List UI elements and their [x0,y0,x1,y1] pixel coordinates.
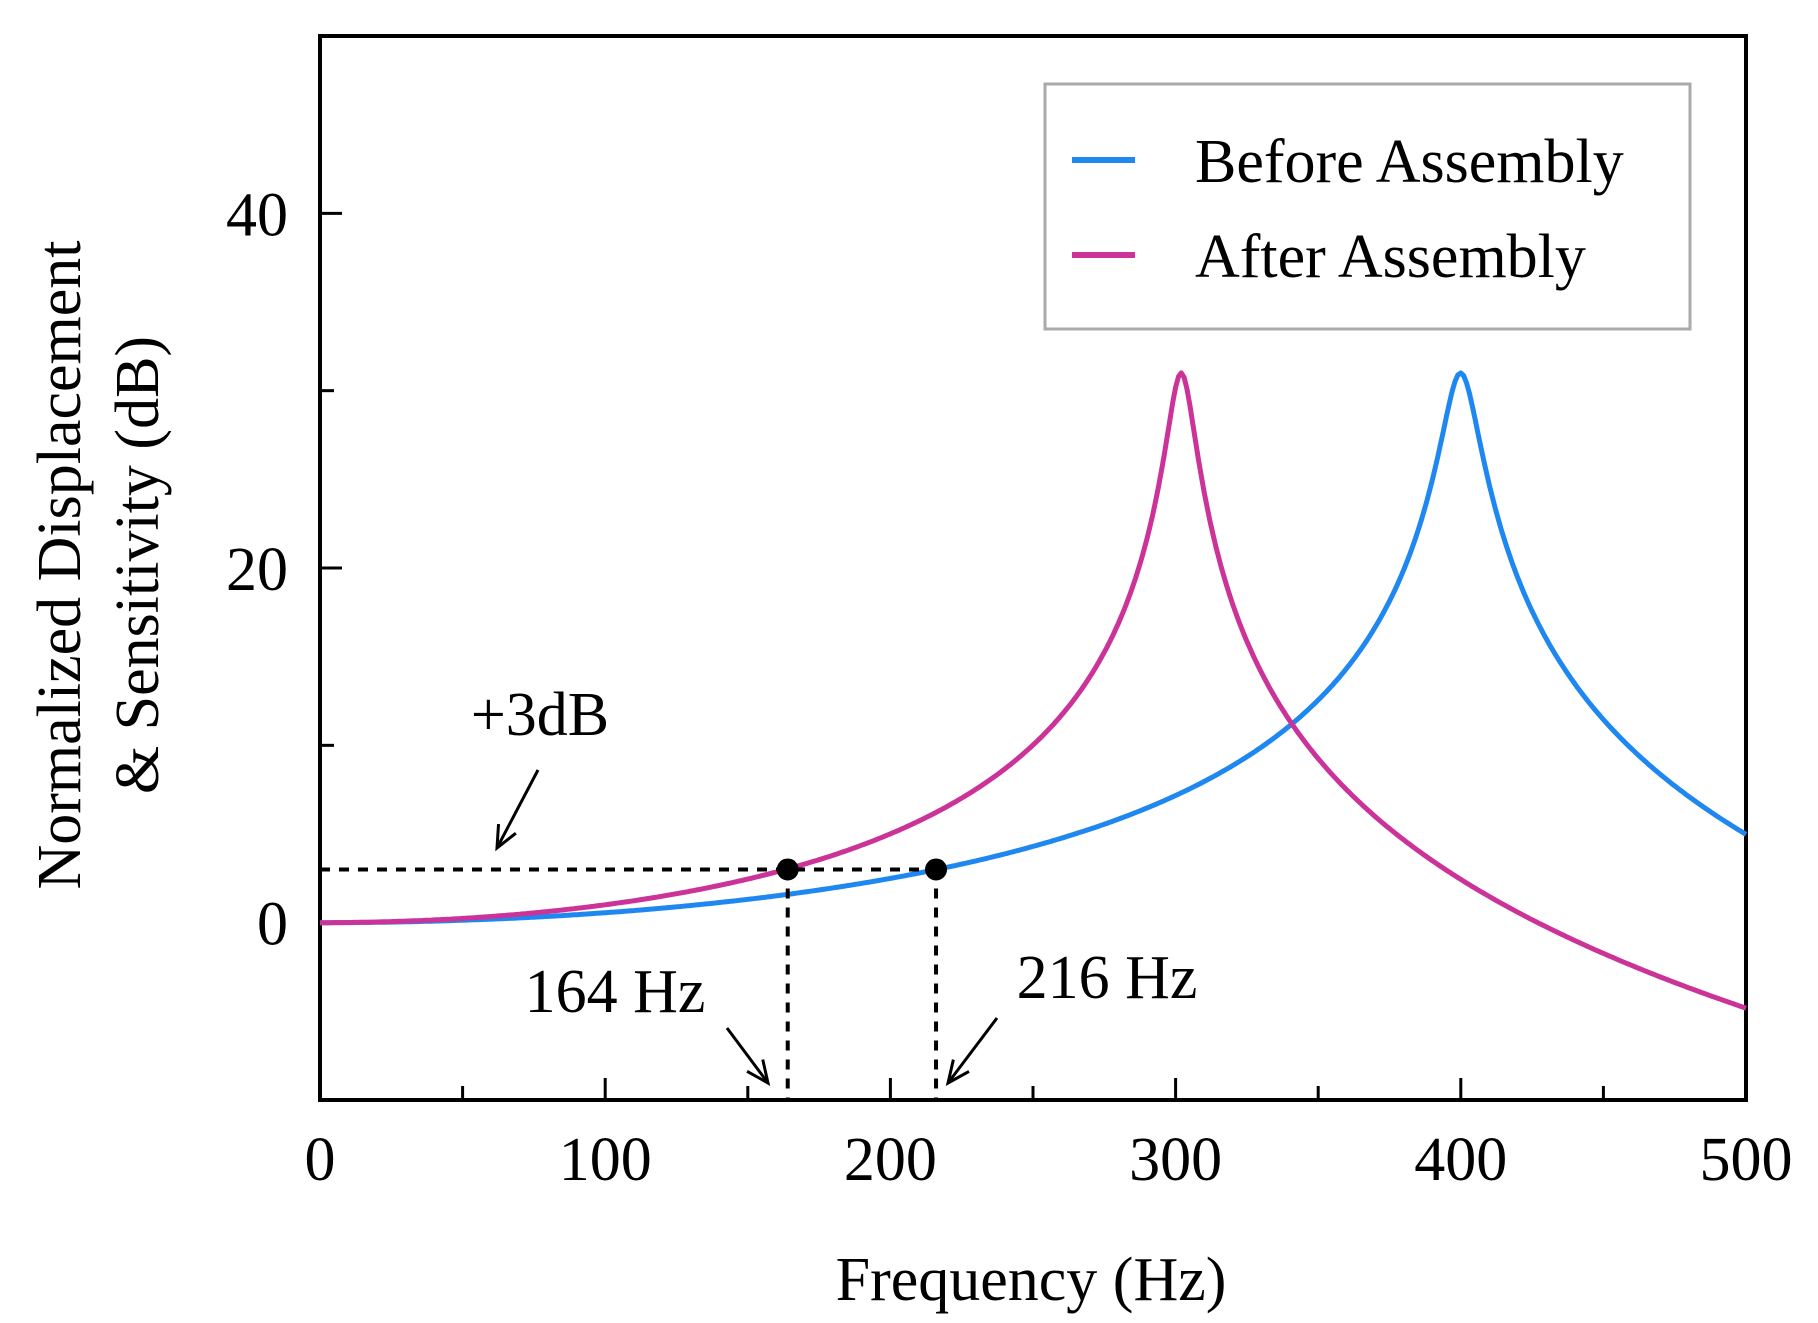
y-tick-label: 20 [226,536,288,604]
series-line-0 [320,370,1748,926]
x-tick-label: 200 [844,1126,937,1194]
marker-arrow-216-shaft [946,1017,999,1084]
legend-label-0: Before Assembly [1195,128,1624,196]
series-line-1 [320,370,1747,1011]
y-tick-label: 40 [226,181,288,249]
marker-arrow-216-head [945,1059,970,1086]
marker-arrow-164-head [746,1059,771,1086]
x-tick-label: 0 [305,1126,336,1194]
marker-point [776,858,799,881]
marker-label-216: 216 Hz [1017,944,1198,1012]
x-tick-label: 400 [1414,1126,1507,1194]
y-axis-title-line-2: & Sensitivity (dB) [104,336,172,794]
reference-label: +3dB [471,681,609,749]
x-tick-label: 500 [1700,1126,1793,1194]
legend-label-1: After Assembly [1195,223,1586,291]
x-tick-label: 100 [559,1126,652,1194]
y-axis-title-line-1: Normalized Displacement [26,240,94,889]
y-tick-label: 0 [257,891,288,959]
marker-arrow-164-shaft [725,1027,770,1084]
x-tick-label: 300 [1129,1126,1222,1194]
reference-arrow-head [495,823,517,852]
legend-box [1043,82,1692,331]
marker-label-164: 164 Hz [525,958,706,1026]
reference-arrow-shaft [495,769,540,849]
marker-point [925,858,948,881]
x-axis-title: Frequency (Hz) [836,1246,1227,1314]
